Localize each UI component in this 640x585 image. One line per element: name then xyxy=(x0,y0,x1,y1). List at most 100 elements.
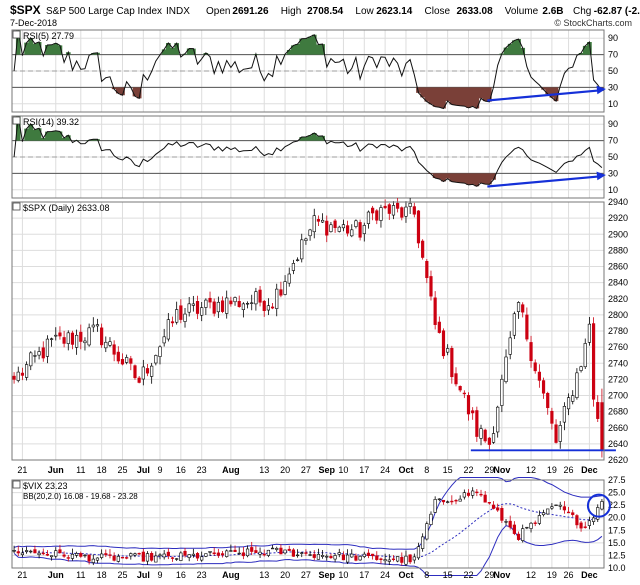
price-candle xyxy=(358,222,362,238)
vix-candle xyxy=(16,551,20,554)
vix-candle xyxy=(275,548,279,550)
x-tick-label: Sep xyxy=(319,570,336,580)
quote-label: Chg xyxy=(573,6,591,17)
vix-candle xyxy=(166,551,170,557)
price-candle xyxy=(162,336,166,344)
price-candle xyxy=(312,215,316,233)
price-candle xyxy=(254,291,258,305)
y-tick-label: 2900 xyxy=(608,229,628,239)
price-candle xyxy=(233,297,237,303)
price-candle xyxy=(391,205,396,216)
price-candle xyxy=(75,334,79,348)
vix-candle xyxy=(379,558,383,560)
trend-arrow-head xyxy=(596,171,606,181)
price-candle xyxy=(346,225,350,234)
vix-candle xyxy=(225,550,229,557)
vix-candle xyxy=(512,524,516,534)
y-tick-label: 2780 xyxy=(608,326,628,336)
price-candle xyxy=(587,323,592,343)
x-tick-label: 8 xyxy=(424,570,429,580)
exchange-label: INDX xyxy=(166,6,190,17)
vix-candle xyxy=(154,555,158,563)
quote-label: High xyxy=(281,6,302,17)
price-candle xyxy=(579,366,583,371)
price-candle xyxy=(283,281,287,295)
price-candle xyxy=(383,205,387,209)
vix-candle xyxy=(566,511,571,514)
price-candle xyxy=(591,323,596,400)
vix-candle xyxy=(295,554,300,557)
x-tick-label: 22 xyxy=(463,465,473,475)
price-candle xyxy=(458,386,462,391)
price-candle xyxy=(483,429,487,442)
vix-candle xyxy=(141,551,145,562)
vix-candle xyxy=(425,523,429,540)
price-candle xyxy=(529,342,533,362)
legend-swatch xyxy=(12,480,21,489)
vix-candle xyxy=(358,556,362,561)
x-tick-label: 20 xyxy=(280,570,290,580)
legend-swatch xyxy=(12,116,21,125)
vix-candle xyxy=(483,494,487,503)
vix-candle xyxy=(45,553,50,556)
x-tick-label: 27 xyxy=(301,570,311,580)
x-tick-label: Jun xyxy=(48,465,64,475)
vix-candle xyxy=(596,507,600,520)
y-tick-label: 17.5 xyxy=(608,525,626,535)
price-candle xyxy=(325,220,329,236)
vix-candle xyxy=(491,504,496,509)
x-tick-label: 21 xyxy=(17,570,27,580)
vix-candle xyxy=(116,556,120,562)
x-tick-label: 11 xyxy=(76,465,85,475)
price-candle xyxy=(120,359,125,365)
y-tick-label: 2700 xyxy=(608,391,628,401)
x-tick-label: 19 xyxy=(547,570,557,580)
x-tick-label: Aug xyxy=(222,570,240,580)
vix-candle xyxy=(175,558,179,560)
vix-candle xyxy=(208,551,212,553)
price-candle xyxy=(366,211,371,224)
y-tick-label: 2840 xyxy=(608,278,628,288)
vix-candle xyxy=(508,520,512,528)
x-tick-label: 11 xyxy=(76,570,85,580)
price-candle xyxy=(454,373,458,385)
price-candle xyxy=(79,331,83,342)
vix-candle xyxy=(66,557,70,559)
vix-candle xyxy=(158,554,162,557)
x-tick-label: Jul xyxy=(137,465,150,475)
vix-candle xyxy=(320,555,325,557)
price-candle xyxy=(554,424,558,443)
y-tick-label: 2720 xyxy=(608,374,628,384)
x-tick-label: 8 xyxy=(424,465,429,475)
vix-candle xyxy=(454,499,458,502)
price-candle xyxy=(29,352,33,367)
price-candle xyxy=(54,334,58,337)
x-tick-label: 25 xyxy=(117,570,127,580)
price-candle xyxy=(516,302,521,312)
vix-candle xyxy=(416,546,421,559)
price-candle xyxy=(479,428,483,439)
x-tick-label: Oct xyxy=(398,570,413,580)
vix-candle xyxy=(433,499,437,513)
price-candle xyxy=(187,303,191,313)
price-candle xyxy=(433,297,437,325)
legend-swatch xyxy=(12,30,21,39)
price-candle xyxy=(387,204,391,214)
price-candle xyxy=(158,346,162,357)
price-candle xyxy=(95,324,100,327)
x-tick-label: 25 xyxy=(117,465,127,475)
price-candle xyxy=(24,364,29,378)
price-candle xyxy=(62,337,66,344)
vix-candle xyxy=(291,549,296,557)
vix-candle xyxy=(79,553,83,557)
price-candle xyxy=(83,340,87,344)
vix-candle xyxy=(525,526,529,529)
price-candle xyxy=(466,395,471,415)
vix-candle xyxy=(346,554,350,563)
vix-candle xyxy=(258,551,262,555)
price-candle xyxy=(145,368,150,374)
x-tick-label: 24 xyxy=(380,465,390,475)
price-candle xyxy=(275,288,279,309)
vix-candle xyxy=(487,502,491,504)
price-candle xyxy=(575,372,579,398)
